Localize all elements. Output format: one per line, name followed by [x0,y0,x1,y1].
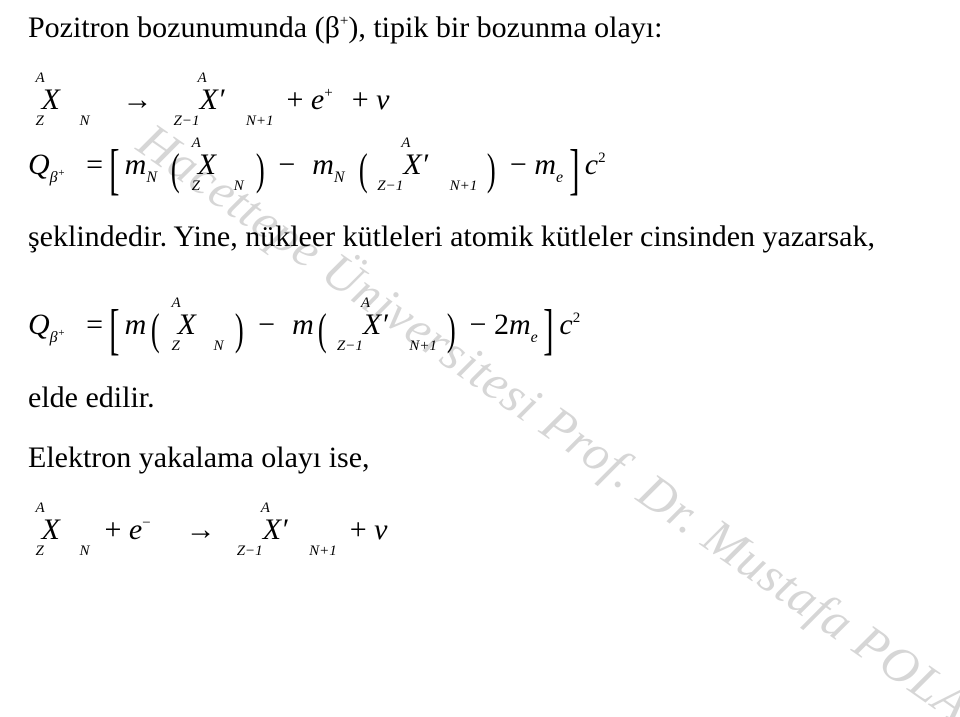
subN-ec: N [79,543,89,559]
subZm1-ec: Z−1 [237,543,263,559]
equation-decay: X A Z N → X′ A Z−1 N+1 + e+ + [28,85,932,115]
equation-q1: Qβ+ = [ mN ( X A Z N ) − mN [28,145,932,195]
para2-text: şeklindedir. Yine, nükleer kütleleri ato… [28,220,875,253]
subN-q2a: N [213,338,223,354]
subNp1-q2: N+1 [409,338,437,354]
subZ-ec: Z [36,543,44,559]
Q-sub-beta: β [50,169,58,186]
sym-e: e [311,83,324,116]
nu-ec: ν [374,513,387,546]
eq1: = [86,148,103,181]
me1-sub: e [556,169,563,186]
subZm1-in1: Z−1 [377,178,403,194]
sub-N: N [79,113,89,129]
sub-Z: Z [36,113,44,129]
Xp-in2: X′ [363,308,388,341]
mN2-sub: N [334,169,345,186]
subNp1-ec: N+1 [309,543,337,559]
e-sup-plus: + [324,85,332,101]
subZ-in1: Z [192,178,200,194]
minus-q2b: − [470,308,487,341]
minus-q2a: − [258,308,275,341]
c2-sq: 2 [573,310,581,326]
mN1: m [125,148,147,181]
c2: c [559,308,572,341]
m2: m [292,308,314,341]
equation-ec: X A Z N + e− → X′ A Z−1 N+1 + [28,515,932,545]
lbracket1: [ [109,145,119,195]
m1: m [125,308,147,341]
sub-Np1: N+1 [246,113,274,129]
eq2: = [86,308,103,341]
Q2-sub-beta: β [50,329,58,346]
c1-sq: 2 [598,150,606,166]
sym-nu: ν [376,83,389,116]
subZ-q2a: Z [171,338,179,354]
content-area: Pozitron bozunumunda (β + ), tipik bir boz… [28,8,932,551]
Xp-in1: X′ [403,148,428,181]
equation-q2: Qβ+ = [ m ( X A Z N ) − m ( [28,305,932,355]
minus1: − [278,148,295,181]
arrow-ec: → [172,513,230,546]
supA-in1: A [192,135,201,151]
sub-Zm1: Z−1 [174,113,200,129]
sym-Q2: Q [28,308,50,341]
subN-in1: N [234,178,244,194]
sup-A: A [36,70,45,86]
Xp-ec: X′ [263,513,288,546]
sym-Q: Q [28,148,50,181]
rbracket2: ] [543,305,553,355]
e-ec: e [129,513,142,546]
X-ec: X [42,513,60,546]
para3-text: Elektron yakalama olayı ise, [28,441,370,474]
me2: m [509,308,531,341]
two-q2: 2 [494,308,509,341]
minus2: − [510,148,527,181]
paragraph-elde: elde edilir. [28,378,932,419]
c1: c [585,148,598,181]
paragraph-1: Pozitron bozunumunda (β+), tipik bir boz… [28,8,932,49]
me2-sub: e [531,329,538,346]
plus1: + [287,83,304,116]
plus-ec2: + [350,513,367,546]
subZm1-q2: Z−1 [337,338,363,354]
plus2: + [352,83,369,116]
supA-q2a: A [171,295,180,311]
Q2-sub-plus: + [58,327,65,339]
mN2: m [312,148,334,181]
me1: m [534,148,556,181]
supA-ec2: A [261,500,270,516]
paragraph-3: Elektron yakalama olayı ise, [28,438,932,479]
rbracket1: ] [569,145,579,195]
text-line1a: Pozitron bozunumunda (β [28,11,340,44]
e-sup-minus: − [142,515,150,531]
paragraph-2: şeklindedir. Yine, nükleer kütleleri ato… [28,217,932,258]
sym-X: X [42,83,60,116]
X-in2: X [177,308,195,341]
Q-sub-plus: + [58,167,65,179]
supA-ec: A [36,500,45,516]
plus-ec: + [105,513,122,546]
lbracket2: [ [109,305,119,355]
subNp1-in1: N+1 [450,178,478,194]
X-in1: X [198,148,216,181]
supA-in2: A [401,135,410,151]
sym-Xp: X′ [200,83,225,116]
supA-q2b: A [361,295,370,311]
mN1-sub: N [146,169,157,186]
text-line1b: ), tipik bir bozunma olayı: [348,11,662,44]
page: Hacettepe Üniversitesi Prof. Dr. Mustafa… [0,0,960,717]
elde-text: elde edilir. [28,381,155,414]
arrow: → [109,83,167,116]
sup-A2: A [198,70,207,86]
